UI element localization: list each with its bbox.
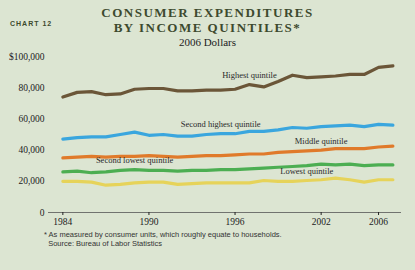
svg-text:1996: 1996 — [226, 217, 245, 227]
html-text:2006 Dollars: 2006 Dollars — [178, 36, 237, 48]
html-text:Source: Bureau of Labor Statis: Source: Bureau of Labor Statistics — [44, 239, 162, 248]
svg-text:20,000: 20,000 — [18, 176, 44, 186]
svg-text:2002: 2002 — [312, 217, 331, 227]
svg-text:Second highest quintile: Second highest quintile — [181, 119, 261, 129]
html-text:CHART 12: CHART 12 — [10, 20, 53, 27]
svg-text:2006: 2006 — [369, 217, 388, 227]
svg-text:80,000: 80,000 — [18, 83, 44, 93]
svg-text:0: 0 — [40, 208, 45, 218]
svg-text:60,000: 60,000 — [18, 114, 44, 124]
svg-text:Middle quintile: Middle quintile — [295, 136, 348, 146]
html-text:* As measured by consumer unit: * As measured by consumer units, which r… — [44, 230, 282, 239]
svg-text:$100,000: $100,000 — [9, 52, 45, 62]
svg-text:Lowest quintile: Lowest quintile — [280, 166, 333, 176]
svg-text:40,000: 40,000 — [18, 145, 44, 155]
svg-text:1984: 1984 — [53, 217, 72, 227]
svg-text:Second lowest quintile: Second lowest quintile — [96, 155, 174, 165]
svg-text:Highest quintile: Highest quintile — [222, 70, 277, 80]
html-text:CONSUMER EXPENDITURES BY INCOM: CONSUMER EXPENDITURES BY INCOME QUINTILE… — [101, 5, 314, 35]
svg-text:1990: 1990 — [139, 217, 158, 227]
